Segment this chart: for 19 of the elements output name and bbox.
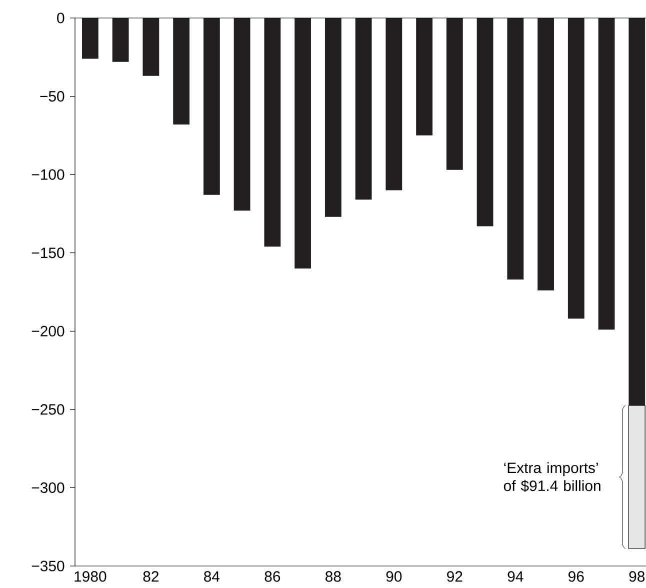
y-tick-label: 0 — [57, 12, 64, 24]
x-tick-label: 98 — [629, 571, 645, 582]
x-tick-label: 86 — [264, 571, 280, 582]
x-tick-label: 90 — [386, 571, 402, 582]
y-tick-label: −100 — [32, 169, 64, 180]
x-tick-label: 88 — [326, 571, 341, 582]
y-tick-label: −200 — [32, 326, 64, 336]
x-tick-label: 94 — [508, 571, 524, 582]
y-tick-label: −50 — [40, 90, 64, 102]
x-tick-label: 1980 — [74, 571, 106, 582]
x-tick-label: 82 — [143, 571, 158, 582]
x-tick-label: 96 — [568, 571, 584, 582]
x-tick-label: 92 — [447, 571, 462, 582]
y-tick-label: −300 — [32, 482, 64, 493]
y-tick-label: −350 — [32, 560, 64, 572]
x-tick-label: 84 — [204, 571, 220, 582]
y-tick-label: −250 — [32, 404, 64, 415]
y-tick-label: −150 — [32, 248, 64, 258]
annotation: ‘Extra imports’ of $91.4 billion — [504, 462, 600, 492]
